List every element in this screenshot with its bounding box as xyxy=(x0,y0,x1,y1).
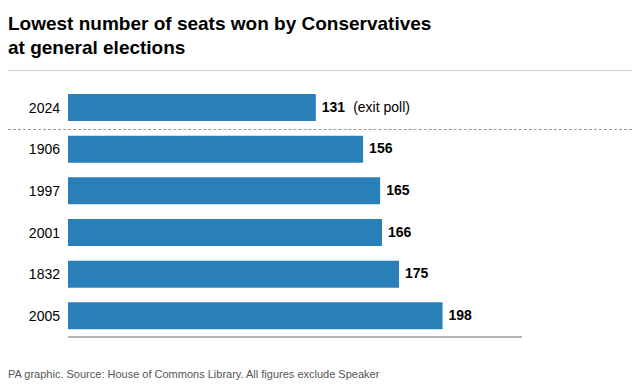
svg-text:165: 165 xyxy=(386,182,410,198)
html-text:at general elections: at general elections xyxy=(8,37,186,58)
svg-text:156: 156 xyxy=(369,140,393,156)
svg-text:1906: 1906 xyxy=(29,141,60,157)
svg-text:175: 175 xyxy=(405,265,429,281)
svg-text:198: 198 xyxy=(449,307,473,323)
svg-text:166: 166 xyxy=(388,223,412,239)
svg-text:1832: 1832 xyxy=(29,266,60,282)
svg-text:2001: 2001 xyxy=(29,225,60,241)
html-text:Lowest number of seats won by: Lowest number of seats won by Conservati… xyxy=(8,13,432,34)
svg-text:1997: 1997 xyxy=(29,183,60,199)
svg-text:131(exit poll): 131(exit poll) xyxy=(322,98,410,114)
svg-text:2005: 2005 xyxy=(29,308,60,324)
html-text:PA graphic. Source: House of C: PA graphic. Source: House of Commons Lib… xyxy=(8,368,380,380)
svg-text:2024: 2024 xyxy=(29,100,60,116)
